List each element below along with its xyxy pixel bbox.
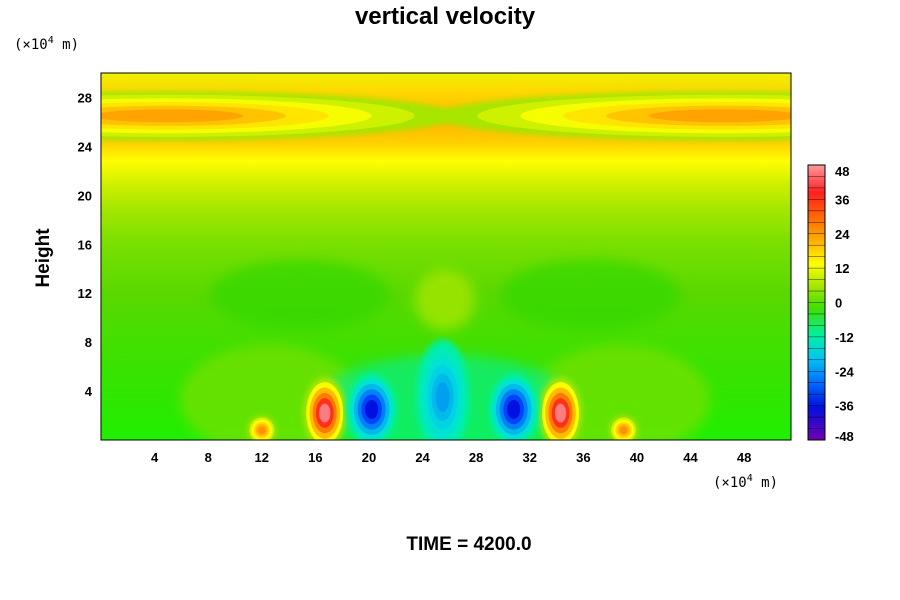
chart-title: vertical velocity	[355, 3, 536, 30]
x-tick-label: 16	[308, 450, 322, 465]
y-tick-label: 24	[78, 139, 93, 154]
x-axis: 4 8 12 16 20 24 28 32 36 40 44 48	[151, 450, 751, 465]
colorbar-tick-label: -36	[835, 399, 854, 414]
colorbar-tick-label: -24	[835, 364, 855, 379]
mid-level-dip	[500, 260, 680, 330]
x-tick-label: 48	[737, 450, 751, 465]
contour-level	[319, 403, 331, 423]
x-tick-label: 20	[362, 450, 376, 465]
y-tick-label: 28	[78, 90, 92, 105]
colorbar-tick-label: 48	[835, 164, 849, 179]
mid-level-bump	[415, 270, 475, 330]
colorbar-tick-label: 12	[835, 261, 849, 276]
contour-level	[554, 403, 567, 423]
colorbar-tick-label: -48	[835, 429, 854, 444]
x-tick-label: 4	[151, 450, 159, 465]
plot-frame	[100, 72, 792, 441]
contour-level	[507, 399, 521, 419]
y-tick-label: 16	[78, 237, 92, 252]
x-tick-label: 8	[205, 450, 212, 465]
x-tick-label: 24	[415, 450, 430, 465]
contour-level	[365, 399, 379, 419]
feature-central-downdraft	[415, 339, 470, 440]
contour-level	[101, 109, 243, 123]
feature-updraft-core	[538, 376, 583, 440]
feature-small-updraft	[247, 415, 277, 440]
colorbar-tick-label: -12	[835, 330, 854, 345]
colorbar-levels	[808, 176, 825, 429]
y-axis: 4 8 12 16 20 24 28	[78, 90, 93, 399]
contour-level	[258, 426, 266, 435]
y-tick-label: 4	[85, 384, 93, 399]
colorbar-tick-label: 24	[835, 227, 850, 242]
heatmap-field	[101, 73, 791, 440]
feature-upper-layer-maximum	[101, 91, 458, 141]
x-tick-label: 40	[630, 450, 644, 465]
x-tick-label: 12	[255, 450, 269, 465]
feature-downdraft-core	[346, 373, 397, 440]
colorbar-ticks: 48 36 24 12 0 -12 -24 -36 -48	[835, 164, 855, 444]
feature-upper-layer-maximum	[434, 91, 791, 141]
mid-level-dip	[210, 260, 390, 330]
y-axis-unit: (×104 m)	[14, 35, 79, 53]
colorbar-tick-label: 0	[835, 296, 842, 311]
y-tick-label: 12	[78, 286, 92, 301]
x-tick-label: 32	[523, 450, 537, 465]
x-tick-label: 44	[683, 450, 698, 465]
time-label: TIME = 4200.0	[406, 534, 531, 555]
feature-small-updraft	[609, 415, 638, 440]
feature-layer	[101, 91, 791, 440]
contour-level	[649, 109, 791, 123]
y-tick-label: 8	[85, 335, 92, 350]
y-tick-label: 20	[78, 188, 92, 203]
feature-downdraft-core	[488, 373, 539, 440]
colorbar-tick-label: 36	[835, 192, 849, 207]
y-axis-label: Height	[33, 228, 54, 288]
x-tick-label: 28	[469, 450, 483, 465]
x-tick-label: 36	[576, 450, 590, 465]
x-axis-unit: (×104 m)	[713, 473, 778, 491]
contour-level	[435, 382, 450, 413]
feature-updraft-core	[303, 376, 347, 440]
contour-level	[619, 426, 628, 435]
